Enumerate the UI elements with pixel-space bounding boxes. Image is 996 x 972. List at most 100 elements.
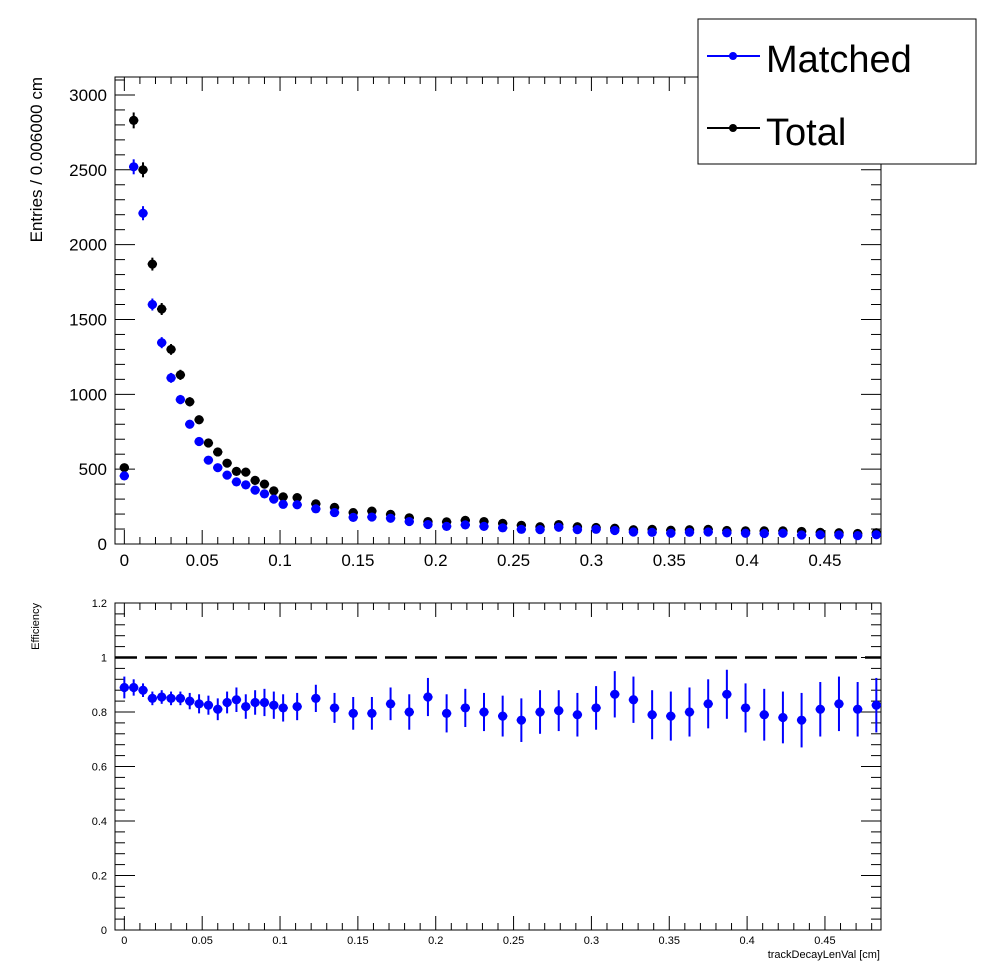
x-tick-label: 0.1 bbox=[272, 935, 287, 947]
series-total bbox=[119, 112, 881, 539]
y-tick-label: 2500 bbox=[69, 161, 107, 180]
data-point bbox=[460, 520, 470, 530]
data-point bbox=[138, 165, 148, 175]
top-x-tick-labels: 0 0.05 0.1 0.15 0.2 0.25 0.3 0.35 0.4 0.45 bbox=[120, 551, 842, 570]
y-tick-label: 0.4 bbox=[92, 816, 107, 828]
data-point bbox=[292, 701, 302, 712]
data-point bbox=[185, 419, 195, 429]
data-point bbox=[222, 470, 232, 480]
data-point bbox=[554, 706, 564, 716]
data-point bbox=[311, 504, 321, 514]
data-point bbox=[498, 523, 508, 533]
data-point bbox=[703, 527, 713, 537]
data-point bbox=[853, 704, 863, 714]
legend-box bbox=[697, 18, 977, 165]
y-tick-label: 1500 bbox=[69, 310, 107, 329]
top-y-tick-labels: 0 500 1000 1500 2000 2500 3000 bbox=[69, 86, 107, 554]
x-tick-label: 0.05 bbox=[191, 935, 212, 947]
data-point bbox=[222, 697, 232, 708]
data-point bbox=[572, 710, 583, 720]
x-tick-label: 0.35 bbox=[659, 935, 680, 947]
y-tick-label: 1.2 bbox=[92, 598, 107, 610]
data-point bbox=[703, 699, 713, 709]
y-tick-label: 0 bbox=[98, 535, 107, 554]
x-tick-label: 0.25 bbox=[503, 935, 524, 947]
data-point bbox=[329, 507, 340, 518]
data-point bbox=[166, 344, 176, 355]
data-point bbox=[119, 471, 129, 481]
x-tick-label: 0.2 bbox=[428, 935, 443, 947]
legend-matched-label: Matched bbox=[766, 39, 912, 81]
series-matched bbox=[119, 159, 881, 541]
data-point bbox=[278, 703, 288, 713]
data-point bbox=[684, 527, 695, 537]
data-point bbox=[166, 373, 176, 383]
data-point bbox=[834, 530, 844, 540]
data-point bbox=[628, 695, 639, 705]
legend-total-marker bbox=[729, 124, 737, 132]
data-point bbox=[479, 707, 489, 717]
data-point bbox=[269, 494, 279, 504]
data-point bbox=[423, 519, 433, 530]
data-point bbox=[138, 208, 148, 218]
data-point bbox=[759, 710, 769, 720]
y-tick-label: 2000 bbox=[69, 236, 107, 255]
top-series-layer bbox=[119, 112, 881, 541]
data-point bbox=[684, 707, 695, 717]
x-tick-label: 0.3 bbox=[580, 551, 604, 570]
data-point bbox=[348, 708, 358, 718]
data-point bbox=[796, 530, 807, 540]
data-point bbox=[815, 530, 825, 540]
data-point bbox=[175, 370, 185, 380]
data-point bbox=[241, 480, 251, 490]
data-point bbox=[250, 475, 260, 485]
data-point bbox=[157, 304, 167, 314]
bottom-plot-frame bbox=[114, 602, 882, 931]
bottom-series-layer bbox=[119, 669, 881, 748]
data-point bbox=[442, 708, 452, 718]
data-point bbox=[591, 524, 601, 534]
legend-total-label: Total bbox=[766, 112, 846, 154]
data-point bbox=[278, 499, 288, 509]
data-point bbox=[213, 463, 223, 473]
y-tick-label: 0.8 bbox=[92, 707, 107, 719]
data-point bbox=[666, 711, 676, 721]
x-tick-label: 0.4 bbox=[735, 551, 759, 570]
data-point bbox=[423, 692, 433, 702]
data-point bbox=[404, 516, 414, 527]
data-point bbox=[119, 463, 129, 473]
data-point bbox=[203, 700, 214, 710]
data-point bbox=[610, 525, 620, 536]
bottom-x-tick-labels: 0 0.05 0.1 0.15 0.2 0.25 0.3 0.35 0.4 0.45 bbox=[121, 935, 835, 947]
data-point bbox=[129, 682, 139, 693]
data-point bbox=[203, 455, 214, 465]
data-point bbox=[834, 699, 844, 709]
data-point bbox=[367, 708, 377, 718]
x-tick-label: 0 bbox=[120, 551, 129, 570]
data-point bbox=[194, 699, 204, 709]
data-point bbox=[871, 530, 881, 540]
data-point bbox=[796, 715, 807, 725]
data-point bbox=[129, 162, 139, 172]
data-point bbox=[628, 527, 639, 537]
data-point bbox=[259, 697, 270, 708]
data-point bbox=[385, 513, 396, 523]
data-point bbox=[231, 695, 242, 705]
data-point bbox=[269, 700, 279, 710]
data-point bbox=[666, 528, 676, 538]
data-point bbox=[759, 528, 769, 539]
data-point bbox=[871, 700, 881, 710]
data-point bbox=[292, 500, 302, 510]
data-point bbox=[442, 521, 452, 531]
bottom-x-axis-label: trackDecayLenVal [cm] bbox=[768, 949, 880, 961]
data-point bbox=[647, 710, 657, 720]
x-tick-label: 0.35 bbox=[653, 551, 686, 570]
data-point bbox=[250, 697, 260, 708]
x-tick-label: 0.4 bbox=[739, 935, 754, 947]
data-point bbox=[740, 528, 751, 538]
x-tick-label: 0.2 bbox=[424, 551, 448, 570]
data-point bbox=[367, 512, 377, 522]
data-point bbox=[157, 338, 167, 348]
x-tick-label: 0.15 bbox=[347, 935, 368, 947]
